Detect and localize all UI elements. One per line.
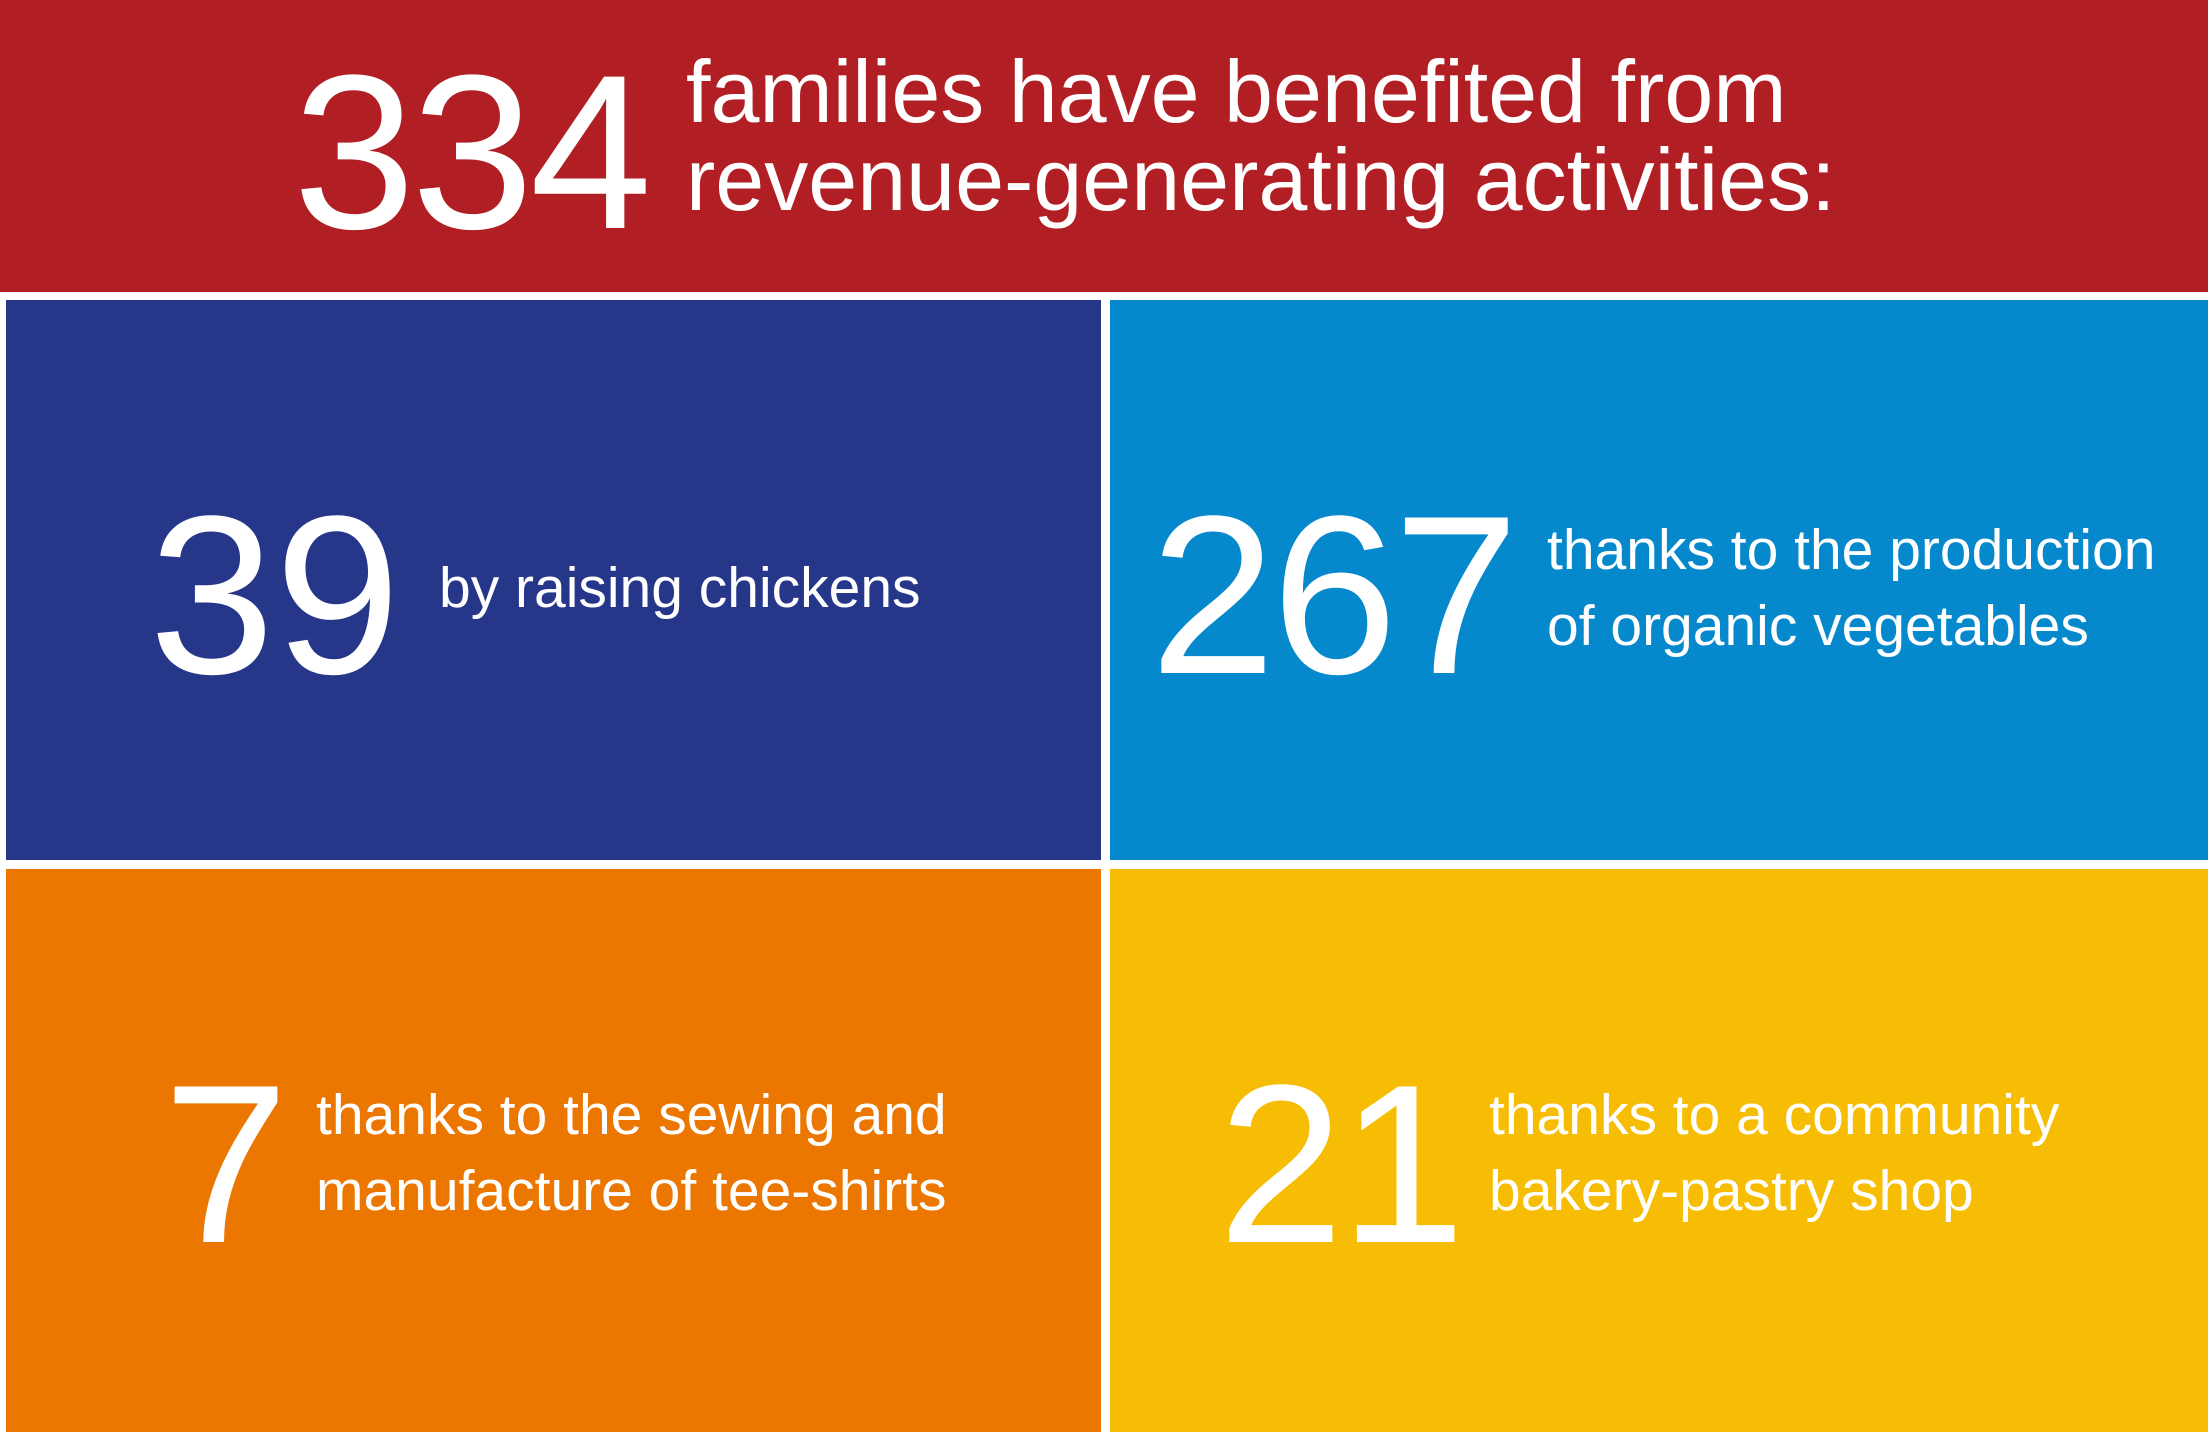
tile-teeshirts-caption: thanks to the sewing and manufacture of … [316, 1077, 947, 1229]
tile-teeshirts-caption-line-2: manufacture of tee-shirts [316, 1159, 947, 1223]
tile-vegetables-caption: thanks to the production of organic vege… [1547, 512, 2155, 664]
header-caption-line-1: families have benefited from [686, 42, 1787, 141]
tile-bakery: 21 thanks to a community bakery-pastry s… [1110, 869, 2208, 1432]
tile-chickens-number: 39 [149, 468, 401, 721]
tile-bakery-number: 21 [1218, 1037, 1465, 1290]
tile-teeshirts-caption-line-1: thanks to the sewing and [316, 1083, 947, 1147]
tile-bakery-caption: thanks to a community bakery-pastry shop [1489, 1077, 2059, 1229]
tile-bakery-caption-line-2: bakery-pastry shop [1489, 1159, 1974, 1223]
tile-teeshirts: 7 thanks to the sewing and manufacture o… [6, 869, 1101, 1432]
tile-chickens-caption-line-1: by raising chickens [439, 556, 921, 620]
header-caption: families have benefited from revenue-gen… [686, 48, 1836, 224]
tile-vegetables-number: 267 [1150, 468, 1519, 721]
tile-vegetables-caption-line-1: thanks to the production [1547, 518, 2156, 582]
tile-teeshirts-number: 7 [163, 1037, 289, 1290]
tile-chickens-caption: by raising chickens [439, 550, 921, 626]
total-families-number: 334 [293, 29, 652, 275]
header-banner: 334 families have benefited from revenue… [0, 0, 2208, 292]
tile-bakery-caption-line-1: thanks to a community [1489, 1083, 2060, 1147]
tile-vegetables-caption-line-2: of organic vegetables [1547, 594, 2089, 658]
tile-vegetables: 267 thanks to the production of organic … [1110, 300, 2208, 860]
tile-chickens: 39 by raising chickens [6, 300, 1101, 860]
header-caption-line-2: revenue-generating activities: [686, 130, 1836, 229]
